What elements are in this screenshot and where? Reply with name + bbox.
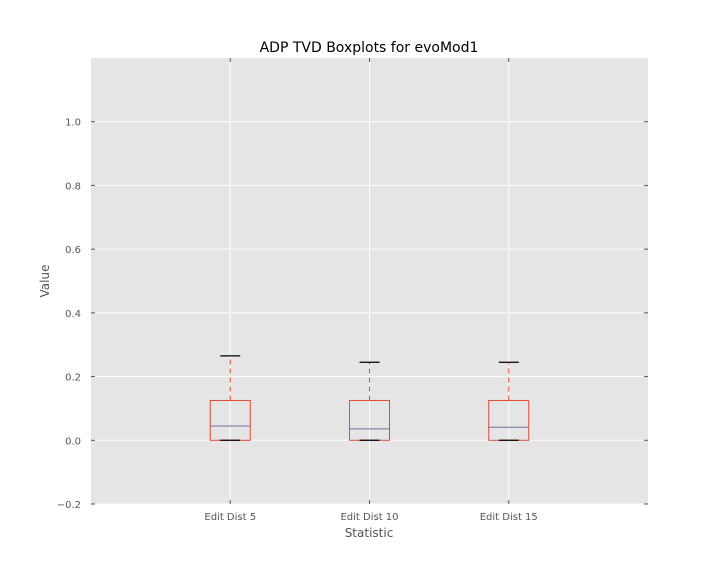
chart-title: ADP TVD Boxplots for evoMod1: [260, 40, 479, 56]
box-group: [209, 355, 530, 441]
y-tick-label: 0.0: [65, 436, 81, 447]
y-tick-label: 1.0: [65, 118, 81, 129]
y-tick-label: 0.2: [65, 373, 81, 384]
tick-marks: [91, 58, 648, 505]
y-axis-label: Value: [38, 265, 52, 298]
x-tick-label: Edit Dist 10: [340, 512, 398, 523]
x-axis-label: Statistic: [345, 526, 394, 540]
x-tick-labels: Edit Dist 5 Edit Dist 10 Edit Dist 15: [204, 512, 537, 523]
y-tick-label: 0.6: [65, 245, 81, 256]
y-tick-labels: −0.2 0.0 0.2 0.4 0.6 0.8 1.0: [57, 118, 81, 511]
x-tick-label: Edit Dist 15: [480, 512, 538, 523]
y-tick-label: −0.2: [57, 500, 81, 511]
y-tick-label: 0.8: [65, 181, 81, 192]
y-tick-label: 0.4: [65, 309, 81, 320]
x-tick-label: Edit Dist 5: [204, 512, 256, 523]
